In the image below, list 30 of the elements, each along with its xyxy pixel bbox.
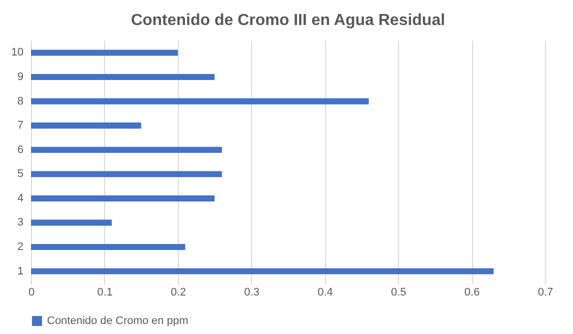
x-tick-label: 0.7 bbox=[538, 286, 554, 298]
y-tick-label: 1 bbox=[17, 265, 24, 278]
y-tick-label: 10 bbox=[11, 46, 24, 59]
y-tick-label: 8 bbox=[17, 95, 24, 108]
bar bbox=[31, 122, 142, 129]
bar bbox=[31, 74, 215, 80]
bar bbox=[31, 146, 222, 153]
bar bbox=[31, 268, 494, 274]
x-tick-label: 0.5 bbox=[390, 286, 406, 298]
y-tick-label: 2 bbox=[17, 240, 24, 253]
y-tick-label: 3 bbox=[17, 216, 24, 229]
bar bbox=[31, 98, 369, 104]
bar bbox=[31, 220, 112, 226]
legend-label: Contenido de Cromo en ppm bbox=[47, 315, 188, 327]
x-tick-label: 0.3 bbox=[244, 286, 260, 298]
y-tick-label: 7 bbox=[17, 120, 24, 132]
chart-title: Contenido de Cromo III en Agua Residual bbox=[130, 12, 446, 29]
y-tick-label: 9 bbox=[17, 71, 24, 84]
x-tick-label: 0.4 bbox=[318, 286, 333, 298]
y-tick-label: 5 bbox=[17, 168, 24, 180]
bar bbox=[31, 50, 178, 56]
y-tick-label: 4 bbox=[17, 192, 24, 204]
bar bbox=[31, 244, 186, 250]
bar bbox=[31, 171, 222, 178]
bar bbox=[31, 195, 215, 202]
x-tick-label: 0.6 bbox=[464, 286, 480, 298]
x-tick-label: 0.2 bbox=[170, 286, 186, 298]
x-tick-label: 0.1 bbox=[97, 286, 113, 298]
y-tick-label: 6 bbox=[17, 144, 24, 156]
x-tick-label: 0 bbox=[28, 286, 35, 298]
